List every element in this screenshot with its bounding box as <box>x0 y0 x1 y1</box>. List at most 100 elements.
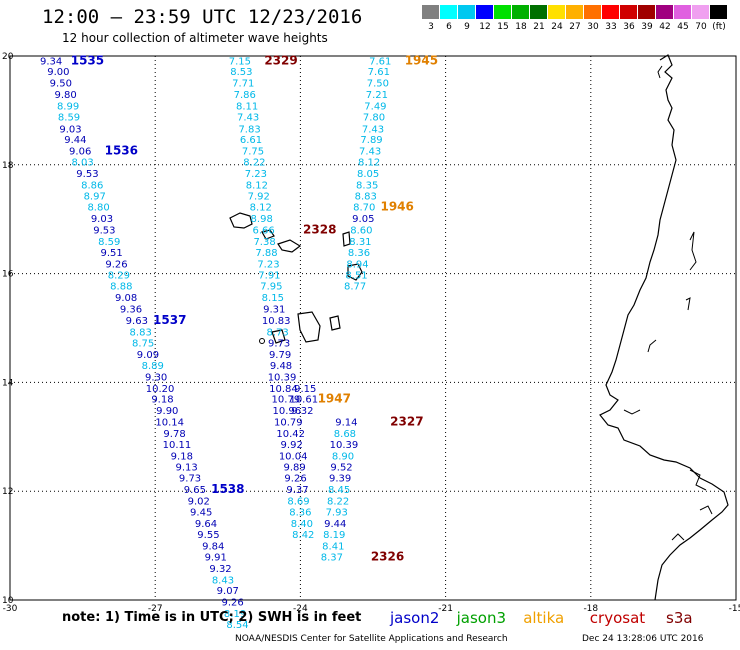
wave-height-value: 9.32 <box>291 406 313 417</box>
wave-height-value: 8.15 <box>262 293 284 304</box>
wave-height-value: 9.15 <box>294 384 316 395</box>
longitude-tick-label: -24 <box>293 604 308 614</box>
wave-height-value: 9.07 <box>217 586 239 597</box>
wave-height-value: 8.41 <box>322 542 344 553</box>
wave-height-value: 8.22 <box>243 158 265 169</box>
wave-height-value: 9.31 <box>263 304 285 315</box>
wave-height-value: 8.99 <box>57 102 79 113</box>
longitude-tick-label: -21 <box>438 604 453 614</box>
island-maio <box>329 315 341 331</box>
track-pass-label: 1947 <box>318 392 351 406</box>
wave-height-value: 9.52 <box>330 463 352 474</box>
color-scale-swatch <box>602 5 619 19</box>
satellite-legend-item: jason2 <box>390 609 440 627</box>
longitude-tick-label: -30 <box>3 604 18 614</box>
wave-height-value: 9.92 <box>281 440 303 451</box>
color-scale-label: 33 <box>605 22 617 32</box>
wave-height-value: 8.43 <box>212 575 234 586</box>
island-sal <box>342 231 351 247</box>
wave-height-value: 8.36 <box>348 248 370 259</box>
wave-height-value: 7.23 <box>245 169 267 180</box>
color-scale-label: 42 <box>659 22 671 32</box>
wave-height-value: 10.39 <box>268 372 297 383</box>
wave-height-value: 8.12 <box>246 180 268 191</box>
wave-height-value: 8.73 <box>267 327 289 338</box>
color-scale-swatch <box>674 5 691 19</box>
wave-height-value: 10.20 <box>146 384 175 395</box>
wave-height-value: 9.26 <box>222 598 244 609</box>
wave-height-value: 9.53 <box>93 226 115 237</box>
wave-height-value: 9.14 <box>335 418 357 429</box>
wave-height-value: 6.66 <box>252 226 274 237</box>
wave-height-value: 9.89 <box>283 463 305 474</box>
color-scale-label: 15 <box>497 22 509 32</box>
wave-height-value: 9.48 <box>270 361 292 372</box>
wave-height-value: 8.12 <box>250 203 272 214</box>
wave-height-value: 7.38 <box>253 237 275 248</box>
island-santo-antao <box>229 212 253 229</box>
wave-height-value: 7.50 <box>367 79 389 90</box>
color-scale-label: 9 <box>464 22 470 32</box>
wave-height-value: 10.83 <box>262 316 291 327</box>
wave-height-value: 9.51 <box>101 248 123 259</box>
color-scale-swatch <box>620 5 637 19</box>
wave-height-value: 9.64 <box>195 519 217 530</box>
color-scale-label: 24 <box>551 22 563 32</box>
wave-height-value: 9.91 <box>205 552 227 563</box>
color-scale-label: 70 <box>695 22 707 32</box>
color-scale-swatch <box>638 5 655 19</box>
wave-height-value: 8.60 <box>350 226 372 237</box>
island-fogo <box>271 329 286 344</box>
wave-height-value: 10.96 <box>273 406 302 417</box>
wave-height-value: 9.44 <box>324 519 346 530</box>
track-pass-label: 2327 <box>390 415 423 429</box>
wave-height-value: 8.83 <box>355 191 377 202</box>
color-scale-label: 12 <box>479 22 491 32</box>
wave-height-value: 7.88 <box>255 248 277 259</box>
color-scale-swatch <box>692 5 709 19</box>
wave-height-value: 8.68 <box>334 429 356 440</box>
track-pass-label: 1538 <box>211 482 244 496</box>
satellite-legend-item: cryosat <box>589 609 646 627</box>
satellite-legend-item: altika <box>523 609 565 627</box>
wave-height-value: 9.63 <box>126 316 148 327</box>
longitude-tick-label: -18 <box>583 604 598 614</box>
wave-height-value: 8.11 <box>236 102 258 113</box>
wave-height-value: 8.45 <box>328 485 350 496</box>
wave-height-value: 9.55 <box>197 530 219 541</box>
wave-height-value: 8.97 <box>84 191 106 202</box>
wave-height-value: 9.36 <box>120 304 142 315</box>
wave-height-value: 8.19 <box>224 609 246 620</box>
wave-height-value: 8.88 <box>110 282 132 293</box>
wave-height-value: 9.30 <box>145 372 167 383</box>
longitude-tick-label: -15 <box>729 604 740 614</box>
wave-height-value: 8.03 <box>71 158 93 169</box>
latitude-tick-label: 14 <box>2 378 14 388</box>
credit-line: NOAA/NESDIS Center for Satellite Applica… <box>235 634 508 644</box>
latitude-tick-label: 20 <box>2 52 14 62</box>
color-scale-label: 6 <box>446 22 452 32</box>
color-scale-label: 3 <box>428 22 434 32</box>
wave-height-value: 8.89 <box>142 361 164 372</box>
wave-height-value: 9.73 <box>179 474 201 485</box>
color-scale-swatch <box>584 5 601 19</box>
wave-height-value: 7.61 <box>369 56 391 67</box>
wave-height-value: 9.18 <box>151 395 173 406</box>
land-outlines <box>229 54 729 601</box>
wave-height-value: 8.90 <box>332 451 354 462</box>
track-pass-label: 2326 <box>371 549 404 563</box>
satellite-legend-item: s3a <box>666 609 693 627</box>
wave-height-value: 8.19 <box>323 530 345 541</box>
wave-height-value: 9.78 <box>163 429 185 440</box>
wave-height-value: 8.42 <box>292 530 314 541</box>
wave-height-value: 9.84 <box>202 542 224 553</box>
wave-height-value: 7.15 <box>229 56 251 67</box>
track-pass-label: 2329 <box>264 53 297 67</box>
wave-height-value: 8.59 <box>58 112 80 123</box>
coastal-detail <box>623 65 713 541</box>
wave-height-value: 8.94 <box>346 259 368 270</box>
generated-timestamp: Dec 24 13:28:06 UTC 2016 <box>582 634 704 644</box>
wave-height-value: 7.83 <box>238 124 260 135</box>
altimeter-tracks: 9.349.009.509.808.998.599.039.4415359.06… <box>40 53 438 631</box>
wave-height-value: 9.32 <box>209 564 231 575</box>
